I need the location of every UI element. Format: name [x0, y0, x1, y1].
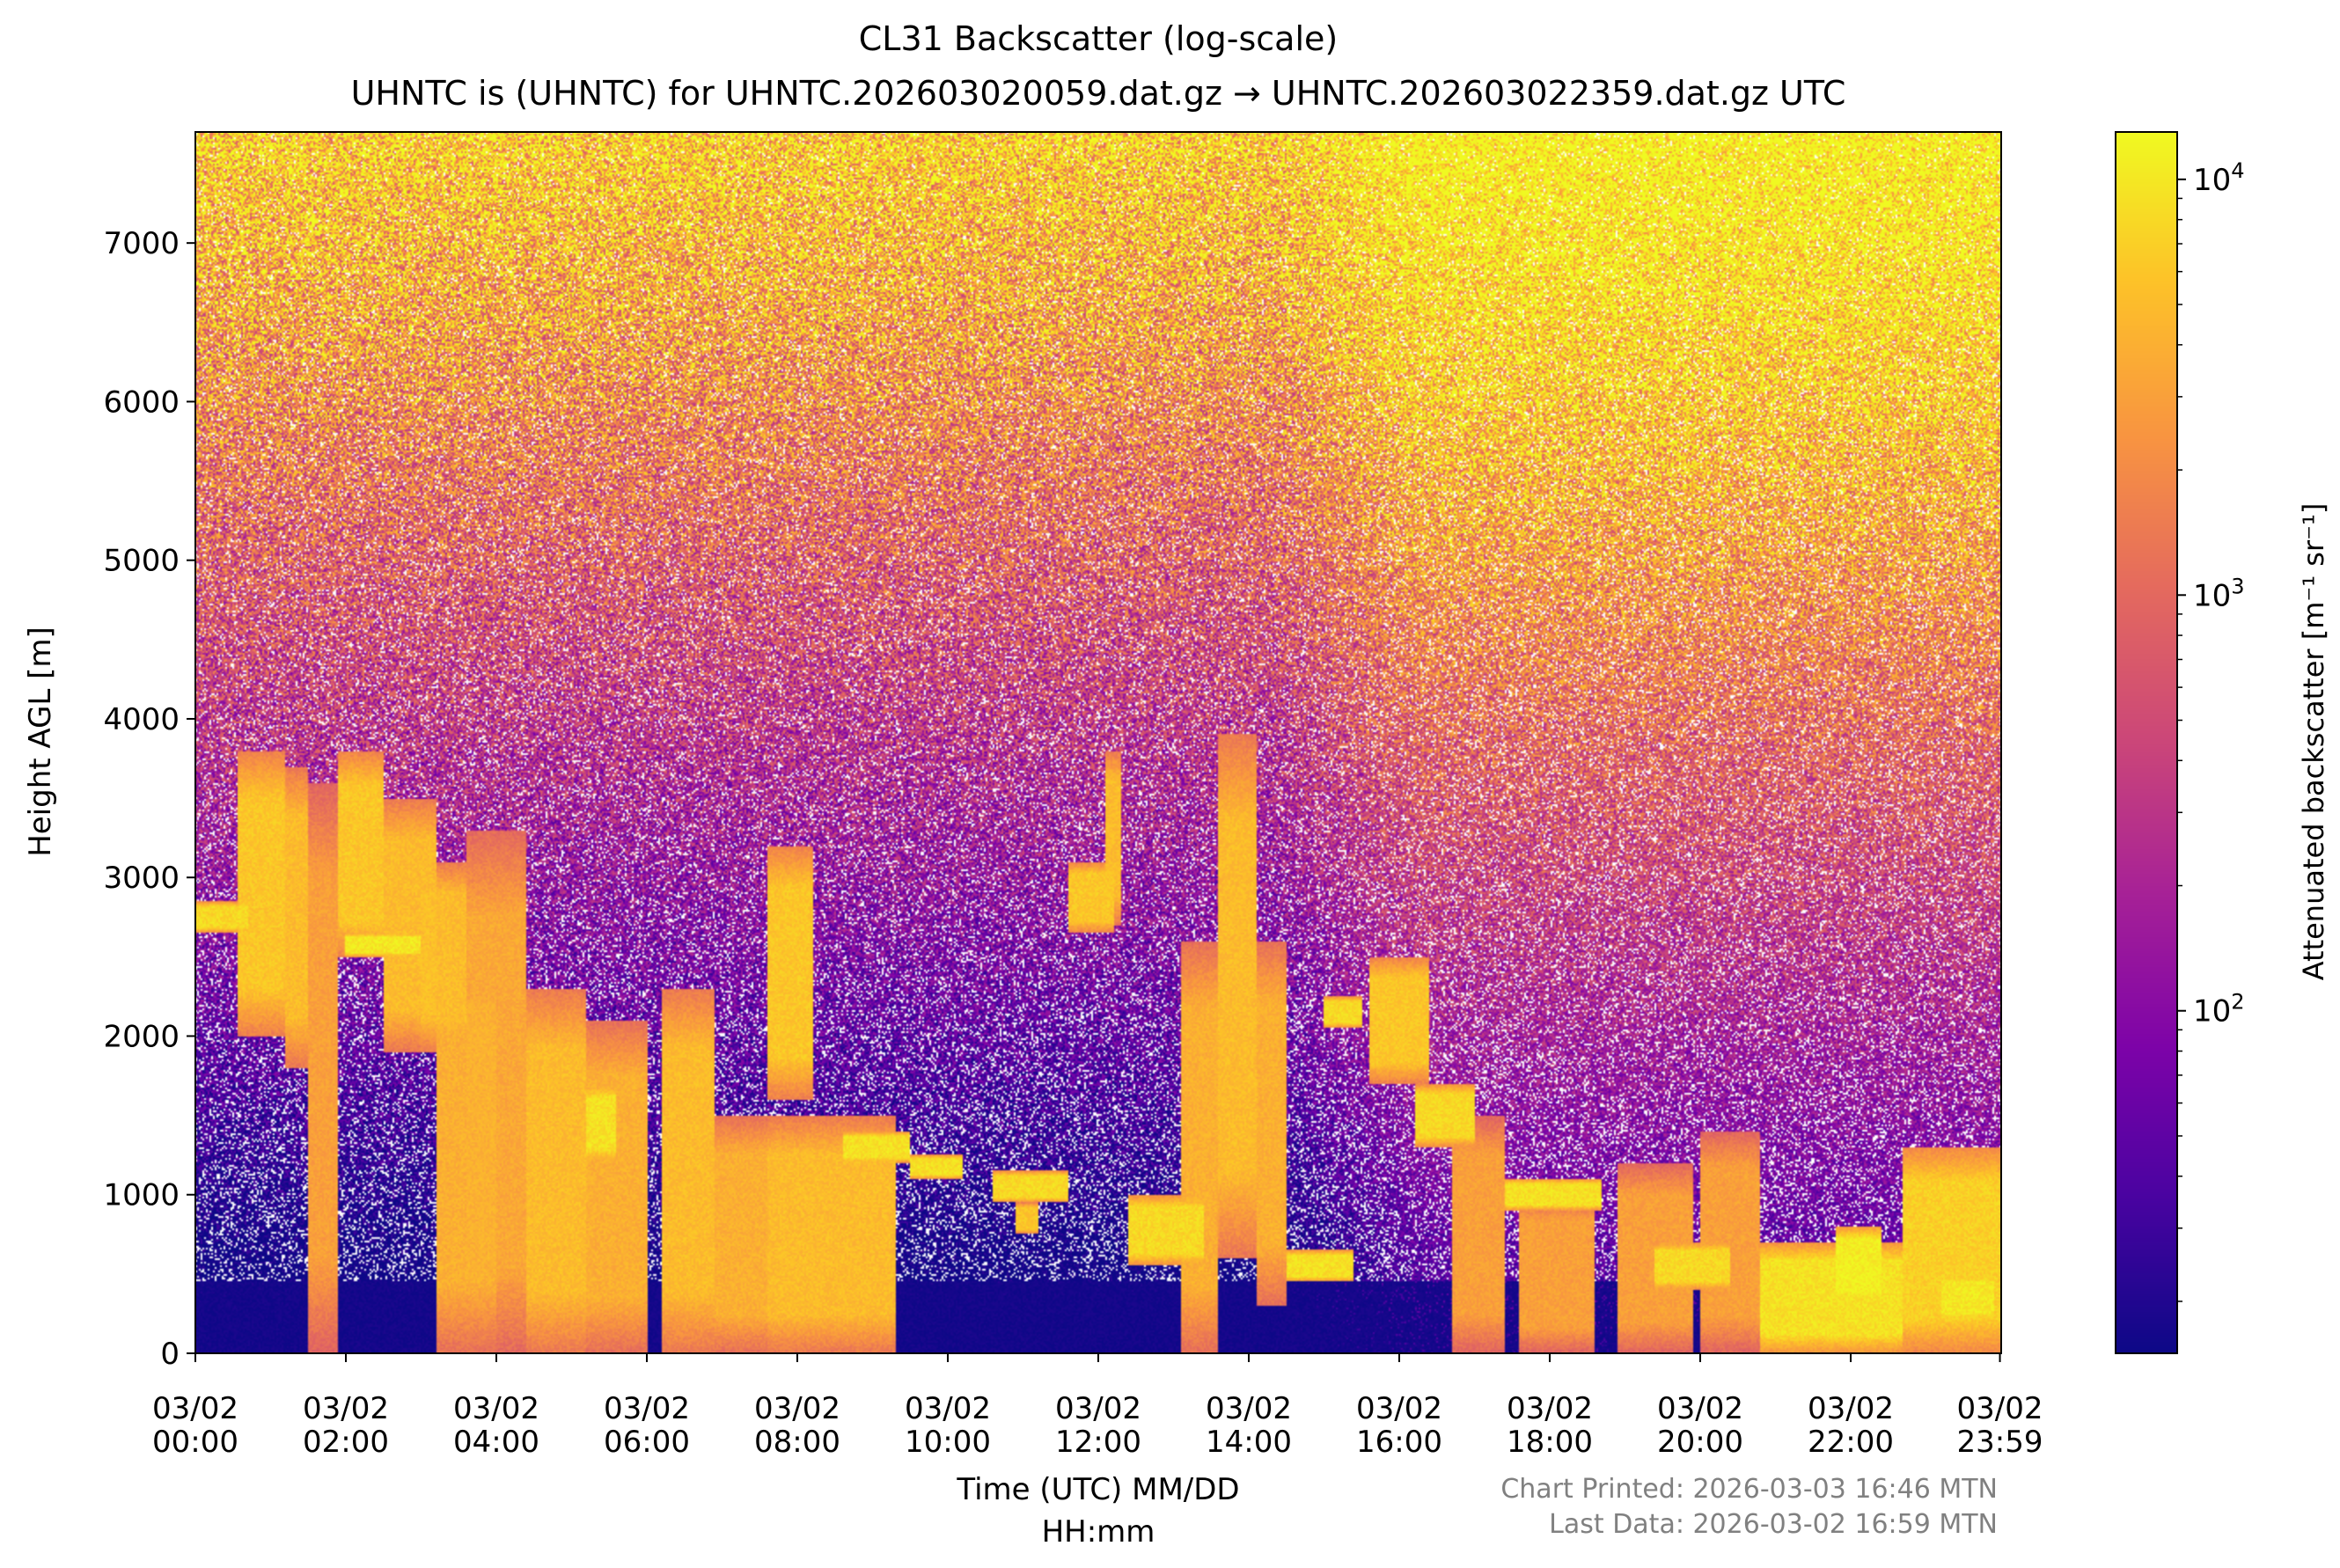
y-tick-label: 0: [160, 1337, 180, 1372]
x-tick-label-date: 03/02: [1657, 1391, 1743, 1426]
x-tick-label-date: 03/02: [905, 1391, 991, 1426]
y-tick-label: 2000: [103, 1019, 180, 1054]
colorbar-ticks: 102 103 104: [2177, 158, 2245, 1302]
x-tick-label-time: 02:00: [303, 1425, 389, 1460]
y-axis-ticks: 0 1000 2000 3000 4000 5000 6000 7000: [103, 226, 195, 1372]
x-tick-label-date: 03/02: [1206, 1391, 1292, 1426]
x-tick-label-date: 03/02: [152, 1391, 238, 1426]
x-tick-label-time: 20:00: [1657, 1425, 1743, 1460]
x-tick-label-date: 03/02: [303, 1391, 389, 1426]
y-tick-label: 4000: [103, 702, 180, 737]
x-tick-label-date: 03/02: [754, 1391, 840, 1426]
x-tick-label-date: 03/02: [1808, 1391, 1894, 1426]
x-tick-label-date: 03/02: [453, 1391, 539, 1426]
y-tick-label: 6000: [103, 385, 180, 420]
x-axis-label-line1: Time (UTC) MM/DD: [956, 1472, 1239, 1507]
footer-chart-printed: Chart Printed: 2026-03-03 16:46 MTN: [1500, 1474, 1998, 1505]
colorbar-gradient: [2116, 132, 2177, 1353]
colorbar-frame: [2115, 131, 2178, 1354]
y-axis-label: Height AGL [m]: [23, 626, 58, 857]
x-tick-label-time: 14:00: [1206, 1425, 1292, 1460]
x-tick-label-date: 03/02: [604, 1391, 690, 1426]
x-tick-label-time: 06:00: [604, 1425, 690, 1460]
x-tick-label-time: 00:00: [152, 1425, 238, 1460]
x-tick-label-time: 10:00: [905, 1425, 991, 1460]
chart-title: CL31 Backscatter (log-scale): [859, 19, 1338, 58]
x-tick-label-date: 03/02: [1957, 1391, 2043, 1426]
plot-frame: [194, 131, 2002, 1354]
backscatter-heatmap: [195, 132, 2001, 1353]
x-tick-label-date: 03/02: [1507, 1391, 1593, 1426]
x-tick-label-time: 23:59: [1957, 1425, 2043, 1460]
x-tick-label-date: 03/02: [1356, 1391, 1442, 1426]
y-tick-label: 3000: [103, 861, 180, 896]
x-tick-label-date: 03/02: [1055, 1391, 1141, 1426]
x-tick-label-time: 04:00: [453, 1425, 539, 1460]
x-axis-ticks: 03/0200:0003/0202:0003/0204:0003/0206:00…: [152, 1353, 2043, 1460]
colorbar-tick-label: 103: [2193, 574, 2245, 613]
x-tick-label-time: 12:00: [1055, 1425, 1141, 1460]
colorbar-tick-label: 104: [2193, 158, 2245, 198]
colorbar-tick-label: 102: [2193, 990, 2245, 1029]
y-tick-label: 5000: [103, 544, 180, 579]
x-tick-label-time: 22:00: [1808, 1425, 1894, 1460]
x-axis-label-line2: HH:mm: [1042, 1514, 1155, 1550]
y-tick-label: 1000: [103, 1178, 180, 1213]
chart-subtitle: UHNTC is (UHNTC) for UHNTC.202603020059.…: [351, 74, 1846, 113]
x-tick-label-time: 08:00: [754, 1425, 840, 1460]
colorbar-label: Attenuated backscatter [m⁻¹ sr⁻¹]: [2297, 503, 2330, 981]
y-tick-label: 7000: [103, 226, 180, 261]
x-tick-label-time: 18:00: [1507, 1425, 1593, 1460]
footer-last-data: Last Data: 2026-03-02 16:59 MTN: [1549, 1509, 1998, 1540]
x-tick-label-time: 16:00: [1356, 1425, 1442, 1460]
